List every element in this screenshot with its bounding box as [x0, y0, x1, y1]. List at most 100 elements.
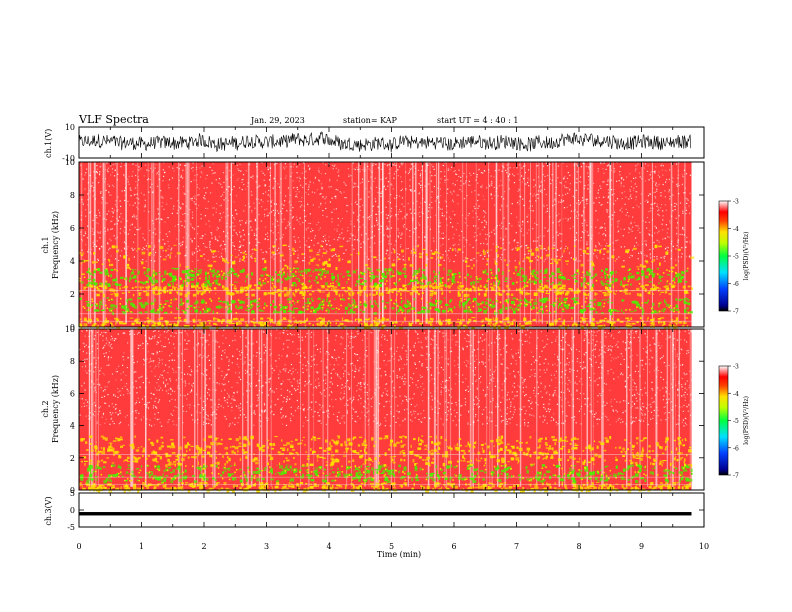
band-cell: [443, 307, 445, 309]
speckle: [656, 203, 658, 205]
band-cell: [580, 317, 583, 319]
band-cell: [562, 284, 566, 288]
band-cell: [647, 291, 650, 294]
band-cell: [249, 277, 252, 280]
band-cell: [180, 302, 185, 304]
band-cell: [180, 298, 183, 302]
speckle: [582, 210, 584, 212]
band-cell: [449, 290, 451, 293]
band-cell: [89, 306, 92, 308]
speckle: [81, 199, 83, 201]
speckle: [502, 242, 504, 245]
band-cell: [235, 305, 237, 309]
band-cell: [545, 280, 550, 282]
speckle: [556, 249, 559, 251]
band-cell: [519, 290, 524, 294]
band-cell: [292, 300, 294, 302]
speckle: [288, 245, 290, 247]
speckle: [521, 228, 523, 230]
speckle: [211, 173, 213, 175]
band-cell: [396, 270, 399, 273]
band-cell: [179, 319, 182, 322]
speckle: [577, 165, 579, 167]
speckle: [585, 221, 587, 223]
speckle: [633, 245, 636, 247]
band-cell: [348, 311, 350, 315]
band-cell: [670, 325, 673, 328]
speckle: [206, 174, 208, 176]
band-cell: [523, 304, 527, 306]
speckle: [144, 239, 146, 241]
band-cell: [277, 278, 280, 281]
band-cell: [98, 285, 103, 287]
band-cell: [251, 310, 254, 313]
band-cell: [667, 326, 670, 330]
speckle: [506, 205, 508, 207]
band-cell: [99, 289, 104, 293]
speckle: [565, 181, 567, 183]
speckle: [586, 200, 588, 202]
speckle: [276, 163, 278, 165]
speckle: [672, 210, 674, 212]
speckle: [420, 202, 422, 204]
band-cell: [545, 305, 548, 307]
band-cell: [339, 322, 343, 326]
band-cell: [603, 319, 606, 322]
band-cell: [404, 284, 407, 286]
band-cell: [426, 301, 428, 304]
band-cell: [409, 302, 412, 305]
speckle: [167, 240, 169, 243]
speckle: [552, 236, 554, 238]
speckle: [430, 216, 432, 218]
band-cell: [199, 269, 202, 271]
speckle: [543, 248, 545, 250]
speckle: [397, 229, 399, 231]
band-cell: [504, 280, 508, 282]
speckle: [405, 248, 407, 250]
speckle: [240, 235, 242, 237]
speckle: [120, 162, 123, 164]
band-cell: [89, 272, 93, 275]
speckle: [575, 189, 577, 191]
band-cell: [212, 310, 215, 314]
speckle: [220, 204, 222, 206]
band-cell: [338, 293, 341, 297]
speckle: [275, 203, 277, 205]
band-cell: [175, 324, 179, 326]
speckle: [333, 165, 335, 167]
band-cell: [448, 322, 453, 324]
band-cell: [524, 283, 526, 288]
speckle: [227, 215, 229, 217]
speckle: [154, 228, 156, 230]
band-cell: [341, 298, 344, 301]
band-cell: [387, 290, 390, 294]
speckle: [343, 252, 345, 254]
speckle: [675, 163, 678, 165]
band-cell: [387, 268, 389, 271]
speckle: [469, 244, 471, 246]
band-cell: [328, 320, 330, 324]
speckle: [468, 184, 470, 186]
band-cell: [491, 287, 495, 291]
speckle: [113, 185, 115, 188]
speckle: [399, 246, 402, 248]
band-cell: [262, 282, 266, 285]
speckle: [383, 234, 385, 236]
speckle: [185, 246, 187, 248]
speckle: [517, 245, 519, 247]
speckle: [166, 217, 168, 219]
band-cell: [226, 324, 229, 328]
speckle: [450, 191, 452, 193]
speckle: [566, 165, 568, 167]
band-cell: [588, 293, 590, 297]
speckle: [596, 257, 598, 259]
speckle: [353, 212, 355, 214]
band-cell: [92, 279, 96, 281]
band-cell: [491, 289, 493, 292]
speckle: [503, 217, 505, 219]
band-cell: [140, 281, 143, 284]
speckle: [566, 177, 569, 179]
band-cell: [519, 281, 522, 283]
speckle: [98, 173, 101, 175]
speckle: [197, 233, 199, 235]
